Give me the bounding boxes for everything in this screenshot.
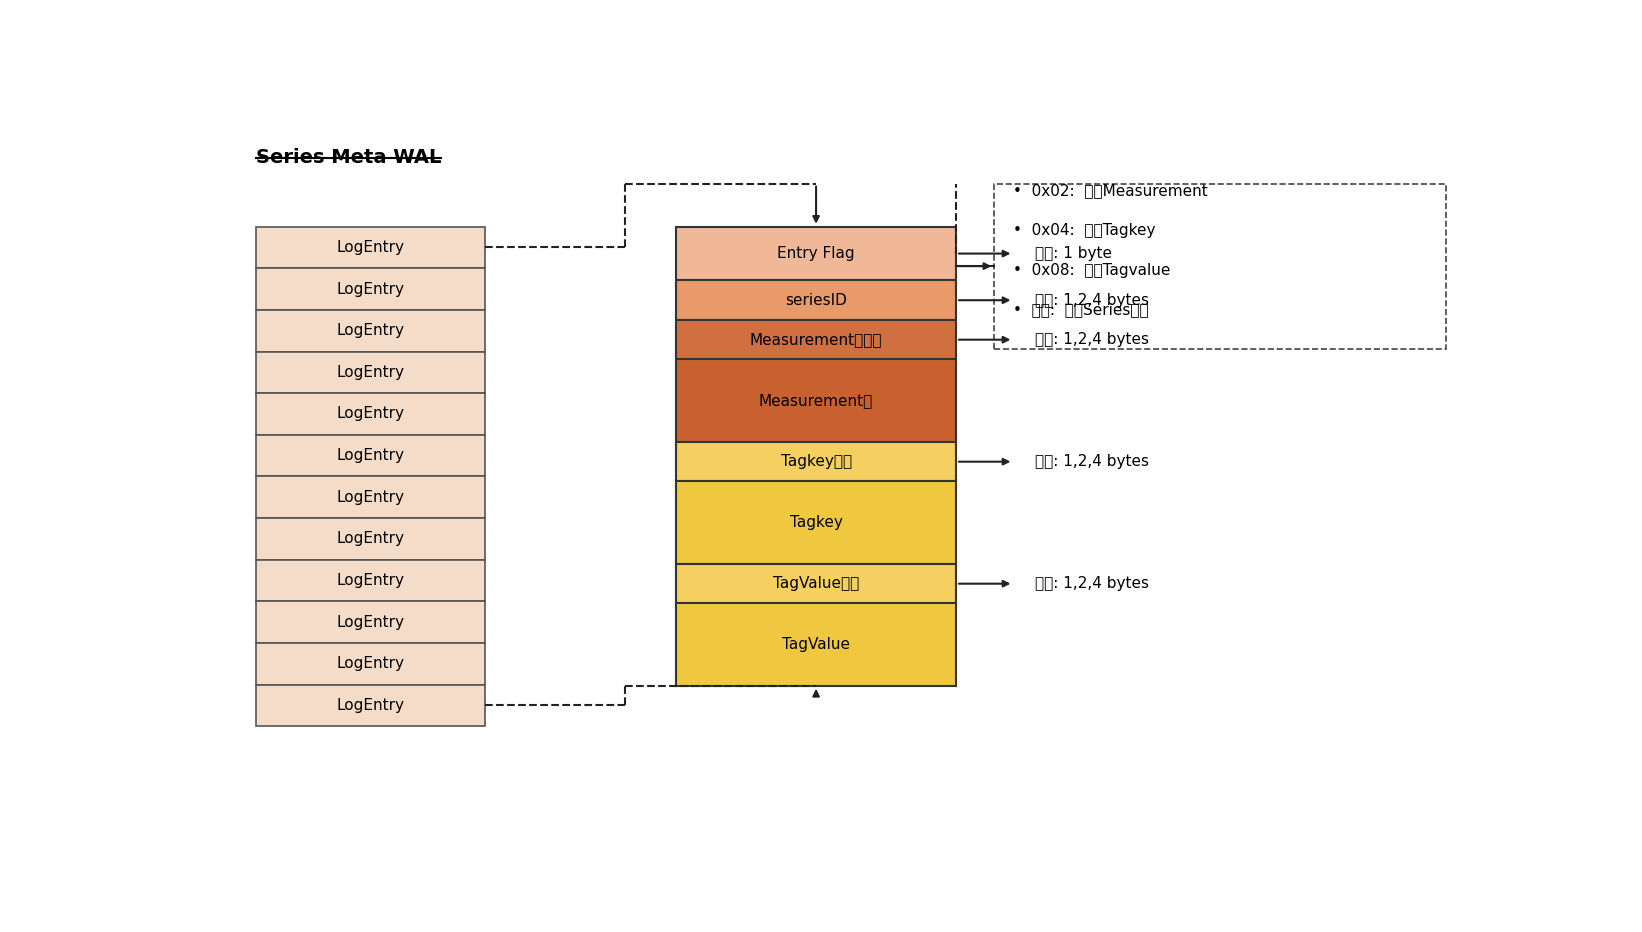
Text: LogEntry: LogEntry	[337, 240, 404, 255]
Bar	[677, 482, 956, 564]
Text: LogEntry: LogEntry	[337, 531, 404, 546]
Bar	[256, 518, 486, 559]
Bar	[256, 393, 486, 435]
Bar	[256, 601, 486, 643]
Bar	[995, 184, 1447, 349]
Text: TagValue长度: TagValue长度	[773, 576, 859, 591]
Bar	[256, 476, 486, 518]
Bar	[256, 643, 486, 684]
Text: Measurement名长度: Measurement名长度	[750, 332, 882, 348]
Text: LogEntry: LogEntry	[337, 489, 404, 505]
Bar	[677, 442, 956, 482]
Text: 变长: 1,2,4 bytes: 变长: 1,2,4 bytes	[1034, 454, 1149, 469]
Bar	[256, 268, 486, 310]
Bar	[677, 320, 956, 360]
Bar	[677, 281, 956, 320]
Text: LogEntry: LogEntry	[337, 614, 404, 630]
Bar	[256, 684, 486, 726]
Text: LogEntry: LogEntry	[337, 406, 404, 421]
Bar	[677, 564, 956, 603]
Text: LogEntry: LogEntry	[337, 656, 404, 671]
Text: Series Meta WAL: Series Meta WAL	[256, 148, 442, 167]
Text: •  0x08:  移除Tagvalue: • 0x08: 移除Tagvalue	[1013, 263, 1171, 278]
Bar	[256, 435, 486, 476]
Bar	[256, 559, 486, 601]
Text: LogEntry: LogEntry	[337, 281, 404, 296]
Text: 变长: 1,2,4 bytes: 变长: 1,2,4 bytes	[1034, 576, 1149, 591]
Text: TagValue: TagValue	[782, 637, 851, 652]
Bar	[256, 310, 486, 351]
Text: Entry Flag: Entry Flag	[777, 246, 855, 261]
Text: LogEntry: LogEntry	[337, 573, 404, 588]
Text: Measurement名: Measurement名	[759, 393, 874, 408]
Text: •  0x02:  移除Measurement: • 0x02: 移除Measurement	[1013, 184, 1209, 199]
Text: Tagkey长度: Tagkey长度	[780, 454, 852, 469]
Bar	[677, 226, 956, 281]
Text: 变长: 1,2,4 bytes: 变长: 1,2,4 bytes	[1034, 293, 1149, 308]
Bar	[677, 360, 956, 442]
Text: •  其他:  添加Series数据: • 其他: 添加Series数据	[1013, 302, 1149, 317]
Text: Tagkey: Tagkey	[790, 515, 842, 530]
Bar	[256, 351, 486, 393]
Text: LogEntry: LogEntry	[337, 448, 404, 463]
Text: seriesID: seriesID	[785, 293, 847, 308]
Bar	[677, 603, 956, 686]
Text: LogEntry: LogEntry	[337, 698, 404, 713]
Bar	[256, 226, 486, 268]
Text: 定长: 1 byte: 定长: 1 byte	[1034, 246, 1112, 261]
Text: •  0x04:  移除Tagkey: • 0x04: 移除Tagkey	[1013, 223, 1156, 238]
Text: LogEntry: LogEntry	[337, 364, 404, 380]
Text: 变长: 1,2,4 bytes: 变长: 1,2,4 bytes	[1034, 332, 1149, 348]
Text: LogEntry: LogEntry	[337, 323, 404, 338]
